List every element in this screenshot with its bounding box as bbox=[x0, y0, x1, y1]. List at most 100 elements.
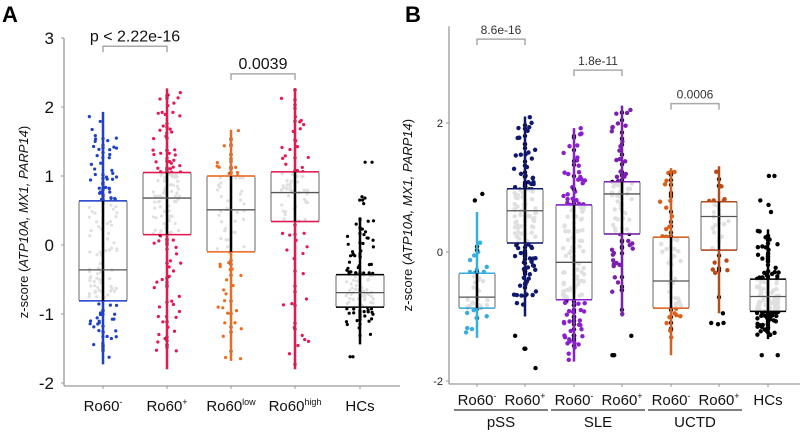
data-point bbox=[574, 198, 579, 203]
data-point bbox=[301, 251, 305, 256]
box-group: HCs bbox=[335, 160, 385, 415]
data-point bbox=[107, 156, 111, 160]
data-point bbox=[174, 349, 178, 353]
data-point bbox=[354, 271, 358, 275]
y-tick-label: 0 bbox=[437, 247, 443, 259]
outlier-point bbox=[480, 191, 485, 197]
data-point bbox=[280, 231, 285, 235]
data-point bbox=[112, 145, 116, 149]
data-point bbox=[306, 155, 310, 160]
data-point bbox=[630, 246, 635, 251]
box-group: Ro60- bbox=[555, 126, 593, 409]
outlier-point bbox=[363, 160, 367, 164]
y-axis-label-part: ATP10A, MX1, PARP14 bbox=[400, 123, 415, 262]
data-point bbox=[151, 148, 155, 152]
outlier-point bbox=[533, 365, 538, 371]
data-point bbox=[562, 333, 567, 338]
data-point bbox=[152, 286, 156, 290]
y-tick-label: 2 bbox=[437, 118, 443, 130]
data-point bbox=[518, 152, 523, 157]
data-point bbox=[562, 300, 568, 305]
data-point bbox=[469, 326, 475, 332]
data-point bbox=[174, 315, 178, 319]
data-point bbox=[88, 319, 93, 323]
data-point bbox=[776, 270, 781, 275]
significance-label: 0.0039 bbox=[239, 56, 288, 73]
data-point bbox=[89, 162, 94, 167]
data-point bbox=[106, 138, 110, 143]
data-point bbox=[762, 327, 767, 332]
y-tick-label: -2 bbox=[433, 376, 443, 388]
data-point bbox=[757, 229, 762, 234]
outlier-point bbox=[358, 198, 362, 202]
data-point bbox=[565, 196, 570, 202]
data-point bbox=[222, 288, 226, 292]
data-point bbox=[755, 332, 760, 337]
data-point bbox=[525, 128, 530, 134]
box-group: Ro60- bbox=[458, 191, 496, 409]
data-point bbox=[567, 144, 572, 149]
data-point bbox=[533, 267, 538, 273]
data-point bbox=[157, 239, 161, 243]
data-point bbox=[578, 307, 583, 313]
data-point bbox=[281, 156, 285, 160]
x-tick-label-base: Ro60 bbox=[84, 398, 120, 415]
y-tick-label: -2 bbox=[39, 374, 54, 393]
data-point bbox=[91, 144, 96, 149]
data-point bbox=[110, 177, 115, 181]
data-point bbox=[284, 162, 288, 166]
data-point bbox=[235, 170, 240, 175]
significance-bracket bbox=[573, 69, 623, 77]
data-point bbox=[221, 334, 225, 338]
data-point bbox=[609, 129, 615, 134]
data-point bbox=[529, 245, 535, 251]
data-point bbox=[352, 307, 356, 311]
data-point bbox=[169, 161, 173, 165]
data-point bbox=[234, 309, 239, 313]
data-point bbox=[513, 153, 518, 158]
data-point bbox=[565, 192, 570, 197]
data-point bbox=[366, 236, 370, 240]
data-point bbox=[371, 219, 376, 223]
data-point bbox=[113, 312, 117, 316]
outlier-point bbox=[360, 198, 365, 202]
data-point bbox=[614, 111, 619, 116]
data-point bbox=[532, 147, 538, 153]
data-point bbox=[368, 332, 373, 336]
y-tick-label: 2 bbox=[45, 98, 54, 117]
data-point bbox=[114, 136, 118, 140]
data-point bbox=[354, 222, 358, 226]
data-point bbox=[526, 180, 531, 185]
data-point bbox=[345, 234, 350, 238]
data-point bbox=[305, 245, 309, 249]
significance-bracket bbox=[230, 73, 296, 80]
data-point bbox=[110, 168, 114, 172]
data-point bbox=[113, 197, 117, 201]
data-point bbox=[97, 329, 101, 333]
data-point bbox=[234, 165, 238, 170]
data-point bbox=[527, 256, 533, 261]
data-point bbox=[227, 261, 231, 265]
data-point bbox=[107, 186, 111, 190]
data-point bbox=[176, 96, 180, 100]
data-point bbox=[108, 303, 112, 307]
data-point bbox=[760, 256, 765, 261]
data-point bbox=[775, 274, 780, 279]
data-point bbox=[615, 121, 621, 126]
data-point bbox=[173, 153, 177, 157]
data-point bbox=[367, 319, 371, 323]
data-point bbox=[366, 308, 370, 312]
x-tick-label-sup: - bbox=[687, 391, 690, 401]
data-point bbox=[611, 250, 617, 256]
data-point bbox=[714, 169, 719, 174]
data-point bbox=[527, 115, 533, 120]
x-tick-label-sup: + bbox=[734, 391, 739, 401]
data-point bbox=[92, 325, 96, 329]
data-point bbox=[347, 311, 351, 315]
data-point bbox=[231, 283, 235, 288]
x-tick-label-sup: + bbox=[182, 397, 187, 407]
data-point bbox=[97, 319, 101, 323]
data-point bbox=[114, 175, 119, 179]
data-point bbox=[302, 122, 306, 127]
